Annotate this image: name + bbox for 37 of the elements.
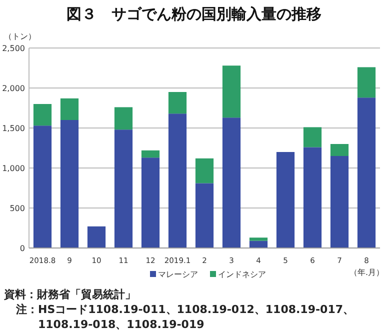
bar [168,114,187,248]
bar [87,226,106,248]
y-tick-label: 1,000 [2,164,25,173]
y-tick-label: 2,000 [2,84,25,93]
chart-title: 図３ サゴでん粉の国別輸入量の推移 [66,5,322,23]
bar [60,120,79,248]
bar [195,183,214,248]
y-tick-label: 0 [20,244,25,253]
bar [357,98,376,248]
bar [249,240,268,248]
legend-label: マレーシア [158,270,198,279]
bar [60,98,79,120]
bar [357,67,376,98]
text: 資料：財務省「貿易統計」 [3,288,136,301]
bar [141,150,160,158]
y-tick-label: 1,500 [2,124,25,133]
bar [114,107,133,130]
bar [33,104,52,126]
legend-label: インドネシア [218,270,266,279]
bar [249,238,268,241]
bar [141,158,160,248]
bar [330,144,349,156]
bar [222,118,241,248]
bar [114,130,133,248]
y-tick-label: 2,500 [2,44,25,53]
bar [33,126,52,248]
bar [168,92,187,114]
bar [276,152,295,248]
y-axis-title: （トン） [4,32,36,41]
bar [222,66,241,118]
bar [303,127,322,148]
bar [303,147,322,248]
bar [330,156,349,248]
x-axis-title: （年.月） [349,268,384,277]
text: 注：HSコード1108.19-011、1108.19-012、1108.19-017、1108.19-018、1108.19-019 [15,303,354,331]
y-tick-label: 500 [10,204,25,213]
bar [195,158,214,184]
